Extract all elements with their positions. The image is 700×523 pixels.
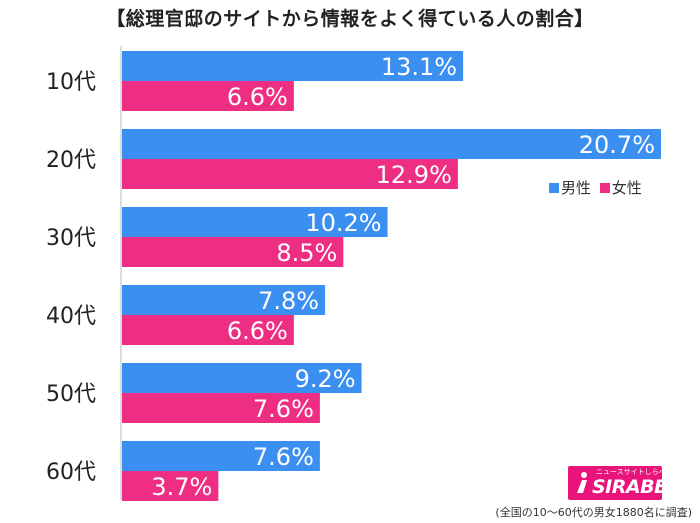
bar-male bbox=[122, 363, 362, 393]
logo-name: SIRABEE bbox=[592, 476, 680, 498]
bar-male bbox=[122, 51, 464, 81]
value-label-male: 10.2% bbox=[305, 209, 381, 237]
legend: 男性 女性 bbox=[549, 177, 642, 198]
bar-female bbox=[122, 393, 320, 423]
value-label-female: 12.9% bbox=[376, 161, 452, 189]
bar-male bbox=[122, 441, 320, 471]
bar-female bbox=[122, 81, 294, 111]
value-label-male: 13.1% bbox=[381, 53, 457, 81]
category-label: 50代 bbox=[46, 382, 96, 407]
survey-footnote: (全国の10～60代の男女1880名に調査) bbox=[495, 506, 692, 519]
bar-female bbox=[122, 471, 219, 501]
value-label-male: 9.2% bbox=[295, 365, 356, 393]
logo-i-icon bbox=[577, 472, 587, 493]
value-label-female: 8.5% bbox=[276, 239, 337, 267]
value-label-male: 7.6% bbox=[253, 443, 314, 471]
category-label: 20代 bbox=[46, 148, 96, 173]
bar-female bbox=[122, 237, 344, 267]
logo-tagline: ニュースサイトしらべぇ bbox=[596, 468, 673, 476]
legend-female-swatch bbox=[599, 183, 610, 193]
bar-male bbox=[122, 285, 326, 315]
legend-male-swatch bbox=[549, 183, 559, 193]
bar-female bbox=[122, 159, 458, 189]
value-label-female: 3.7% bbox=[151, 473, 212, 501]
value-label-male: 20.7% bbox=[579, 131, 655, 159]
bar-male bbox=[122, 129, 661, 159]
value-label-female: 7.6% bbox=[253, 395, 314, 423]
category-label: 40代 bbox=[46, 304, 96, 329]
chart-title: 【総理官邸のサイトから情報をよく得ている人の割合】 bbox=[106, 8, 594, 30]
bar-male bbox=[122, 207, 388, 237]
category-label: 10代 bbox=[46, 70, 96, 95]
sirabee-logo: ニュースサイトしらべぇ SIRABEE bbox=[568, 466, 680, 500]
value-label-male: 7.8% bbox=[258, 287, 319, 315]
legend-male-label: 男性 bbox=[561, 179, 592, 197]
bar-female bbox=[122, 315, 294, 345]
category-label: 60代 bbox=[46, 460, 96, 485]
category-label: 30代 bbox=[46, 226, 96, 251]
legend-female-label: 女性 bbox=[611, 179, 642, 197]
value-label-female: 6.6% bbox=[227, 317, 288, 345]
value-label-female: 6.6% bbox=[227, 83, 288, 111]
